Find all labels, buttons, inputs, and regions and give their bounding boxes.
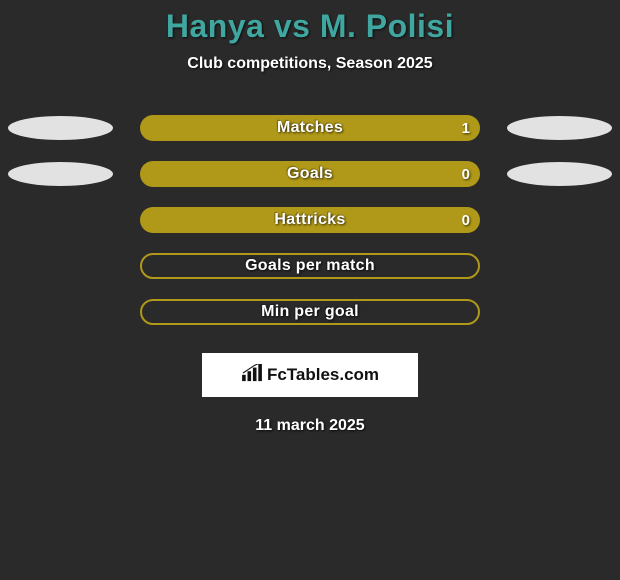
player-right-chip (507, 162, 612, 186)
comparison-card: Hanya vs M. Polisi Club competitions, Se… (0, 0, 620, 435)
stat-bar: Goals (140, 161, 480, 187)
page-subtitle: Club competitions, Season 2025 (187, 55, 432, 73)
stat-bar: Matches (140, 115, 480, 141)
page-title: Hanya vs M. Polisi (166, 8, 454, 45)
stat-label: Min per goal (261, 303, 359, 321)
stat-label: Matches (277, 119, 343, 137)
stat-row-hattricks: 0 Hattricks 0 (0, 207, 620, 233)
stat-value-right: 0 (462, 207, 470, 233)
stat-value-right: 0 (462, 161, 470, 187)
stat-bar: Goals per match (140, 253, 480, 279)
stat-label: Goals per match (245, 257, 375, 275)
stat-row-min-per-goal: Min per goal (0, 299, 620, 325)
stat-bar: Hattricks (140, 207, 480, 233)
player-right-chip (507, 116, 612, 140)
player-left-chip (8, 116, 113, 140)
stat-row-goals: 0 Goals 0 (0, 161, 620, 187)
bar-chart-icon (241, 364, 263, 387)
stats-section: 1 Matches 1 0 Goals 0 0 Hattricks 0 (0, 115, 620, 345)
stat-row-matches: 1 Matches 1 (0, 115, 620, 141)
stat-bar: Min per goal (140, 299, 480, 325)
stat-value-right: 1 (462, 115, 470, 141)
branding-text: FcTables.com (267, 365, 379, 385)
player-left-chip (8, 162, 113, 186)
stat-label: Goals (287, 165, 333, 183)
footer-date: 11 march 2025 (255, 417, 364, 435)
stat-row-goals-per-match: Goals per match (0, 253, 620, 279)
branding-box[interactable]: FcTables.com (202, 353, 418, 397)
stat-label: Hattricks (274, 211, 345, 229)
